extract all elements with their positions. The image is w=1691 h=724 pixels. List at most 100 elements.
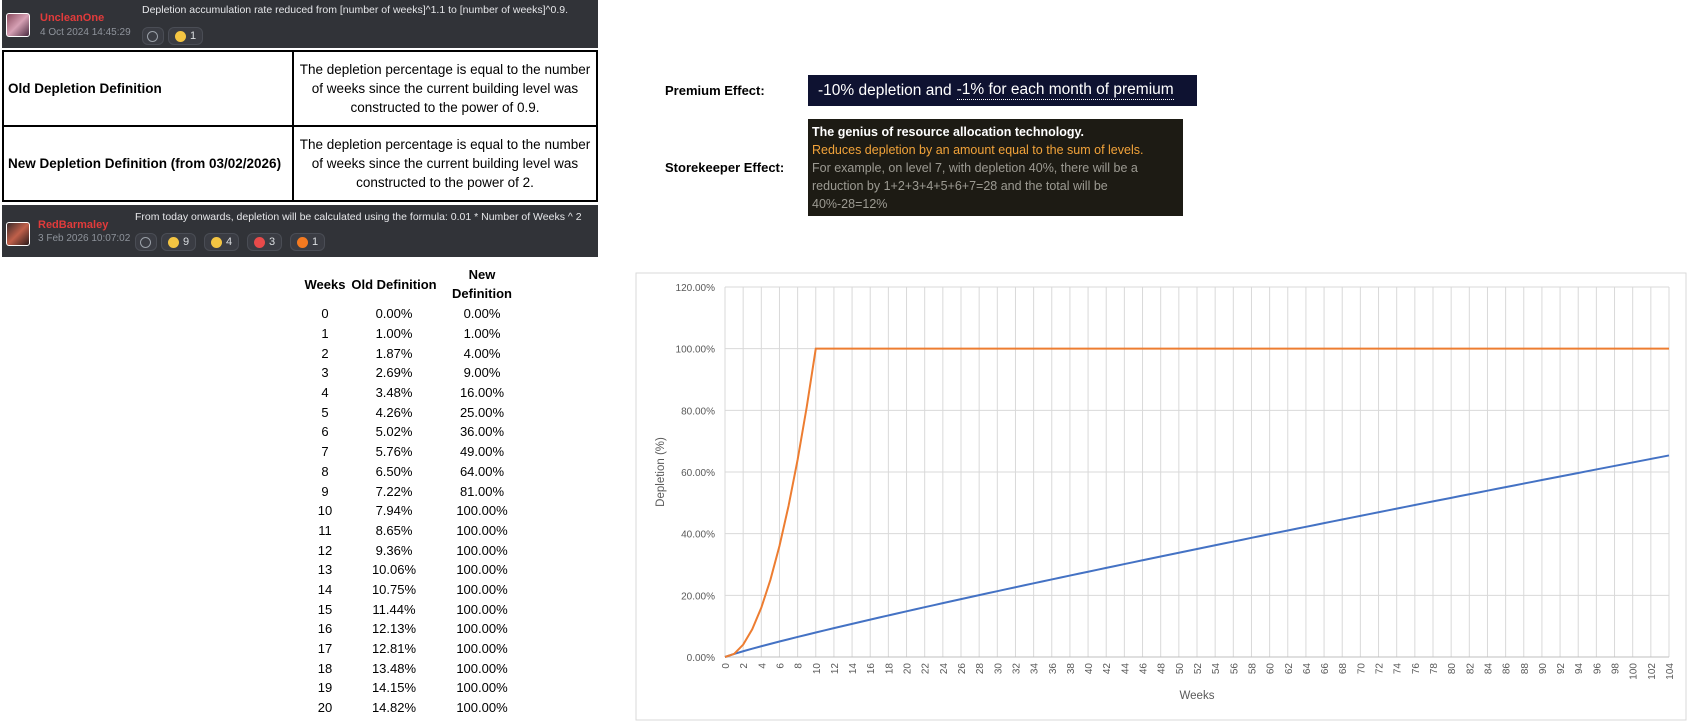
x-tick-label: 54 — [1211, 663, 1222, 675]
x-tick-label: 80 — [1447, 663, 1458, 675]
x-tick-label: 92 — [1556, 663, 1567, 675]
reaction-count: 9 — [183, 236, 190, 248]
table-cell: 100.00% — [456, 503, 508, 519]
table-cell: 2 — [321, 345, 329, 361]
table-cell: 3 — [321, 365, 329, 381]
x-tick-label: 20 — [903, 663, 914, 675]
y-tick-label: 60.00% — [681, 468, 715, 479]
table-row: 19 14.15% 100.00% — [300, 678, 526, 698]
reaction-count: 1 — [312, 236, 319, 248]
chart-frame — [635, 272, 1687, 721]
table-cell: 2.69% — [375, 365, 413, 381]
table-cell: 9 — [321, 483, 329, 499]
x-tick-label: 28 — [975, 663, 986, 675]
table-row: 18 13.48% 100.00% — [300, 658, 526, 678]
x-tick-label: 58 — [1247, 663, 1258, 675]
reaction-count: 3 — [269, 236, 276, 248]
x-tick-label: 10 — [812, 663, 823, 675]
table-cell: 8.65% — [375, 522, 413, 538]
table-cell: 10 — [317, 503, 333, 519]
column-header: Weeks — [304, 276, 346, 292]
effect-title: The genius of resource allocation techno… — [812, 125, 1085, 139]
x-tick-label: 8 — [794, 663, 805, 669]
reaction[interactable]: 4 — [204, 233, 240, 251]
author: RedBarmaley — [38, 219, 109, 231]
table-cell: 100.00% — [456, 522, 508, 538]
table-cell: 9.00% — [463, 365, 501, 381]
table-cell: 5.02% — [375, 424, 413, 440]
table-cell: 100.00% — [456, 581, 508, 597]
column-header: Old Definition — [351, 276, 437, 292]
table-cell: 0.00% — [463, 306, 501, 322]
table-cell: 49.00% — [459, 444, 505, 460]
table-cell: 12.13% — [371, 621, 417, 637]
add-reaction[interactable] — [142, 27, 164, 45]
table-cell: 100.00% — [456, 621, 508, 637]
chat-message: RedBarmaley 3 Feb 2026 10:07:02 From tod… — [2, 205, 598, 257]
definition-text: The depletion percentage is equal to the… — [292, 50, 598, 127]
effect-label: Premium Effect: — [665, 83, 765, 98]
timestamp: 3 Feb 2026 10:07:02 — [38, 233, 131, 244]
x-tick-label: 52 — [1193, 663, 1204, 675]
x-tick-label: 98 — [1611, 663, 1622, 675]
x-tick-label: 16 — [866, 663, 877, 675]
data-line — [724, 347, 1669, 658]
x-tick-label: 82 — [1465, 663, 1476, 675]
reaction[interactable]: 9 — [161, 233, 197, 251]
table-cell: 6.50% — [375, 463, 413, 479]
reaction[interactable]: 1 — [168, 27, 204, 45]
table-row: 8 6.50% 64.00% — [300, 462, 526, 482]
x-tick-label: 48 — [1157, 663, 1168, 675]
table-cell: 100.00% — [456, 601, 508, 617]
data-line — [724, 454, 1670, 658]
table-cell: 64.00% — [459, 463, 505, 479]
table-cell: 16 — [317, 621, 333, 637]
table-row: 12 9.36% 100.00% — [300, 540, 526, 560]
table-row: 17 12.81% 100.00% — [300, 639, 526, 659]
x-tick-label: 72 — [1375, 663, 1386, 675]
table-cell: 14.82% — [371, 700, 417, 716]
x-tick-label: 74 — [1393, 663, 1404, 675]
reaction-count: 1 — [190, 30, 197, 42]
x-tick-label: 50 — [1175, 663, 1186, 675]
definition-name: Old Depletion Definition — [2, 50, 294, 127]
x-tick-label: 24 — [939, 663, 950, 675]
definition-text: The depletion percentage is equal to the… — [292, 125, 598, 202]
table-cell: 36.00% — [459, 424, 505, 440]
add-reaction[interactable] — [135, 233, 157, 251]
premium-effect: -10% depletion and -1% for each month of… — [808, 75, 1197, 106]
y-tick-label: 20.00% — [681, 591, 715, 602]
table-cell: 11.44% — [372, 601, 416, 617]
x-tick-label: 96 — [1592, 663, 1603, 675]
table-cell: 12 — [317, 542, 333, 558]
table-cell: 15 — [317, 601, 333, 617]
x-tick-label: 14 — [848, 663, 859, 675]
table-cell: 13 — [317, 562, 333, 578]
table-cell: 1 — [321, 326, 329, 342]
table-cell: 3.48% — [375, 385, 413, 401]
definitions-table: Old Depletion Definition The depletion pe… — [2, 50, 598, 202]
table-row: 4 3.48% 16.00% — [300, 383, 526, 403]
x-tick-label: 78 — [1429, 663, 1440, 675]
table-row: 6 5.02% 36.00% — [300, 422, 526, 442]
y-tick-label: 0.00% — [687, 653, 715, 664]
x-tick-label: 34 — [1030, 663, 1041, 675]
weeks-table: Weeks Old Definition New Definition 0 0.00% 0… — [300, 264, 526, 717]
effect-label: Storekeeper Effect: — [665, 160, 785, 175]
x-tick-label: 60 — [1266, 663, 1277, 675]
effect-example: For example, on level 7, with depletion … — [812, 161, 1138, 211]
x-tick-label: 30 — [993, 663, 1004, 675]
table-cell: 20 — [317, 700, 333, 716]
y-axis-label: Depletion (%) — [655, 437, 667, 507]
table-cell: 10.75% — [371, 581, 417, 597]
x-tick-label: 62 — [1284, 663, 1295, 675]
reaction[interactable]: 3 — [247, 233, 283, 251]
x-tick-label: 70 — [1356, 663, 1367, 675]
x-tick-label: 26 — [957, 663, 968, 675]
table-cell: 16.00% — [459, 385, 505, 401]
reaction[interactable]: 1 — [290, 233, 326, 251]
x-tick-label: 104 — [1665, 663, 1676, 680]
x-tick-label: 68 — [1338, 663, 1349, 675]
table-cell: 18 — [317, 660, 333, 676]
definition-name: New Depletion Definition (from 03/02/202… — [2, 125, 294, 202]
